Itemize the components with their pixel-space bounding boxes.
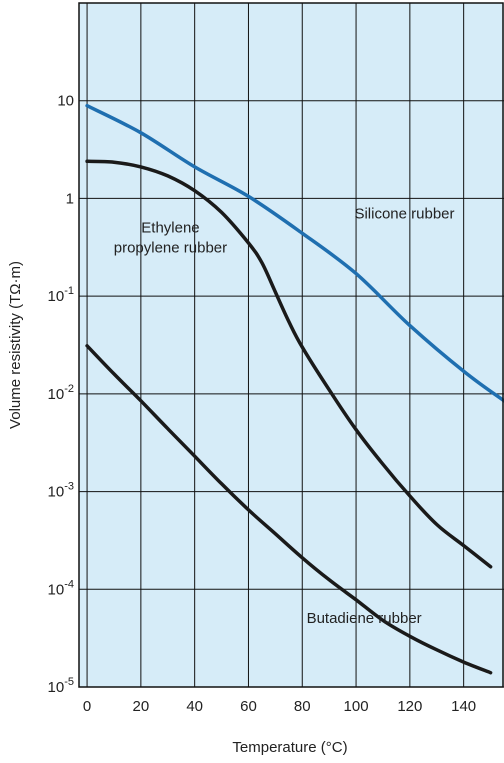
series-label-line: Silicone rubber: [354, 206, 454, 223]
y-tick-label: 10-2: [48, 383, 74, 403]
series-label-line: Butadiene rubber: [307, 610, 422, 627]
y-tick-exponent: -3: [64, 481, 74, 493]
x-tick-label: 20: [133, 698, 150, 715]
y-tick-label: 10-3: [48, 481, 74, 501]
x-tick-label: 80: [294, 698, 311, 715]
y-tick-base: 10: [48, 484, 65, 501]
y-tick-label: 10-1: [48, 285, 74, 305]
y-tick-base: 10: [48, 386, 65, 403]
y-tick-label: 1: [66, 190, 74, 207]
x-tick-label: 100: [344, 698, 369, 715]
series-lines: [85, 103, 504, 675]
x-tick-labels: 0 20 40 60 80 100 120 140: [83, 698, 476, 715]
series-line-butadiene-rubber: [85, 344, 493, 675]
series-line-silicone-rubber: [85, 103, 504, 403]
x-tick-label: 120: [397, 698, 422, 715]
y-tick-base: 10: [48, 288, 65, 305]
plot-area: [79, 3, 504, 687]
y-tick-base: 1: [66, 190, 74, 207]
y-tick-base: 10: [48, 581, 65, 598]
y-tick-base: 10: [48, 679, 65, 696]
series-labels: Silicone rubber Ethylene propylene rubber B…: [114, 206, 455, 627]
x-tick-label: 140: [451, 698, 476, 715]
plot-border: [78, 2, 504, 688]
series-label-line: Ethylene: [141, 219, 199, 236]
series-label-silicone-rubber: Silicone rubber: [354, 206, 454, 223]
x-tick-label: 0: [83, 698, 91, 715]
series-label-butadiene-rubber: Butadiene rubber: [307, 610, 422, 627]
series-line-ethylene-propylene-rubber: [85, 159, 493, 569]
y-tick-exponent: -1: [64, 285, 74, 297]
x-tick-label: 60: [240, 698, 257, 715]
x-axis-title: Temperature (°C): [232, 739, 347, 756]
series-label-line: propylene rubber: [114, 239, 227, 256]
y-tick-label: 10: [57, 93, 74, 110]
y-tick-exponent: -5: [64, 676, 74, 688]
y-axis-title: Volume resistivity (TΩ·m): [7, 261, 24, 429]
y-tick-label: 10-5: [48, 676, 74, 696]
y-tick-base: 10: [57, 93, 74, 110]
y-tick-exponent: -4: [64, 578, 74, 590]
series-label-ethylene-propylene-rubber: Ethylene propylene rubber: [114, 219, 227, 256]
y-tick-label: 10-4: [48, 578, 74, 598]
y-tick-exponent: -2: [64, 383, 74, 395]
x-tick-label: 40: [186, 698, 203, 715]
